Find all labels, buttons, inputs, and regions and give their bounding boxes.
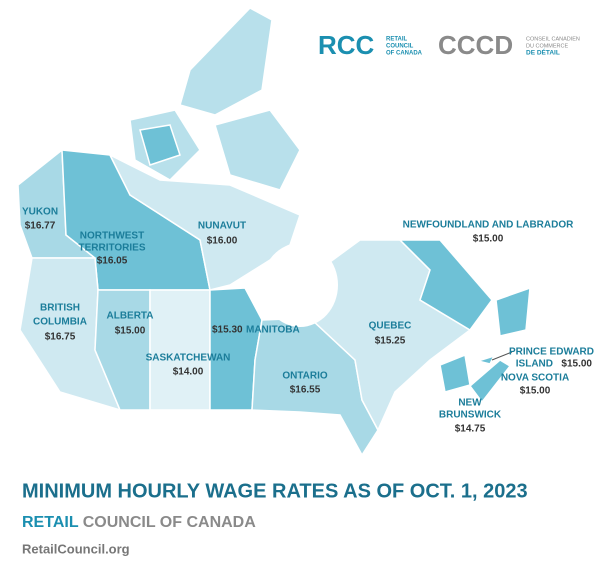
province-name: NEW — [458, 398, 482, 409]
wage: $15.00 — [115, 326, 146, 337]
province-name: NOVA SCOTIA — [501, 373, 569, 384]
logo-text: CONSEIL CANADIEN — [526, 36, 580, 42]
province-name: NEWFOUNDLAND AND LABRADOR — [403, 220, 575, 231]
rcc-logo: RCC — [318, 30, 375, 60]
logo-text: DE DÉTAIL — [526, 48, 560, 57]
province-name: SASKATCHEWAN — [146, 353, 231, 364]
province-name: ALBERTA — [106, 311, 153, 322]
province-name: MANITOBA — [246, 325, 300, 336]
url: RetailCouncil.org — [22, 541, 130, 556]
province-name: NUNAVUT — [198, 221, 246, 232]
newfoundland — [495, 286, 531, 337]
pei-pointer — [491, 351, 513, 361]
nunavut-island — [139, 124, 181, 166]
subtitle-rest: COUNCIL OF CANADA — [83, 514, 256, 531]
province-name: QUEBEC — [369, 321, 412, 332]
wage: $15.00 — [473, 234, 504, 245]
map — [17, 7, 531, 457]
new-brunswick — [439, 353, 471, 393]
hudson-bay — [262, 243, 338, 327]
wage: $16.00 — [207, 236, 238, 247]
alberta — [94, 289, 151, 411]
wage: $16.05 — [97, 256, 128, 267]
wage: $16.77 — [25, 221, 56, 232]
subtitle: RETAIL COUNCIL OF CANADA — [22, 514, 256, 531]
province-name: PRINCE EDWARD — [509, 347, 594, 358]
province-name: COLUMBIA — [33, 317, 87, 328]
logo-text: DU COMMERCE — [526, 43, 568, 49]
logos: RCC RETAIL COUNCIL OF CANADA CCCD CONSEI… — [318, 30, 580, 60]
nova-scotia — [468, 359, 512, 404]
wage: $15.30 — [212, 325, 243, 336]
nunavut-islands — [214, 109, 301, 191]
province-name: BRUNSWICK — [439, 410, 502, 421]
logo-text: RETAIL — [386, 37, 408, 43]
subtitle-accent: RETAIL — [22, 514, 79, 531]
nunavut-islands — [179, 7, 273, 116]
saskatchewan — [149, 289, 211, 411]
title: MINIMUM HOURLY WAGE RATES AS OF OCT. 1, … — [22, 480, 528, 502]
wage: $16.55 — [290, 385, 321, 396]
province-name: NORTHWEST — [80, 231, 144, 242]
wage: $14.75 — [455, 424, 486, 435]
labrador — [398, 239, 493, 331]
province-name: ISLAND — [516, 359, 553, 370]
logo-text: OF CANADA — [386, 51, 423, 57]
province-name: TERRITORIES — [78, 243, 145, 254]
wage: $15.25 — [375, 336, 406, 347]
wage: $14.00 — [173, 367, 204, 378]
province-name: YUKON — [22, 207, 58, 218]
wage: $15.00 — [520, 386, 551, 397]
cccd-logo: CCCD — [438, 30, 513, 60]
pei — [475, 354, 496, 365]
wage: $15.00 — [561, 359, 592, 370]
province-name: BRITISH — [40, 303, 80, 314]
province-name: ONTARIO — [282, 371, 328, 382]
labels: YUKON $16.77 NORTHWEST TERRITORIES $16.0… — [22, 207, 594, 435]
logo-text: COUNCIL — [386, 44, 414, 50]
wage: $16.75 — [45, 332, 76, 343]
